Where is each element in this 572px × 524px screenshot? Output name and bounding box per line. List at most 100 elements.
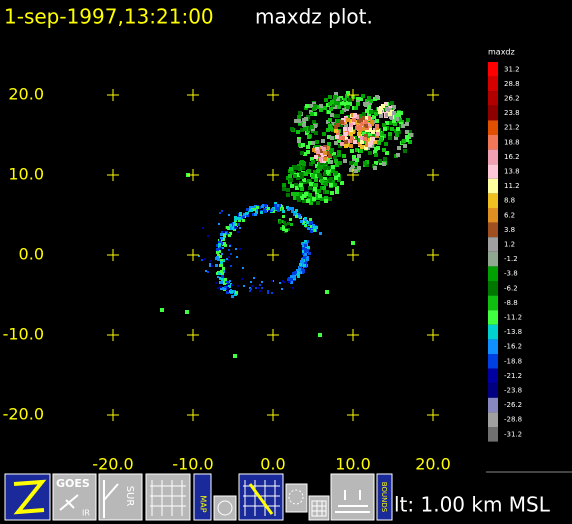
echo-pixel bbox=[302, 123, 306, 127]
colorbar-label: 1.2 bbox=[504, 241, 515, 249]
echo-pixel bbox=[356, 97, 360, 101]
echo-pixel bbox=[300, 151, 304, 155]
echo-pixel bbox=[294, 211, 297, 214]
echo-pixel bbox=[393, 122, 397, 126]
echo-pixel bbox=[360, 140, 364, 144]
echo-pixel bbox=[297, 119, 301, 123]
echo-pixel bbox=[397, 146, 401, 150]
colorbar-swatch bbox=[488, 324, 498, 340]
echo-pixel bbox=[337, 153, 341, 157]
bounds-button[interactable]: BOUNDS bbox=[376, 473, 393, 521]
echo-pixel bbox=[301, 268, 304, 271]
echo-pixel bbox=[231, 290, 234, 293]
echo-pixel bbox=[218, 245, 221, 248]
echo-pixel bbox=[312, 148, 316, 152]
echo-pixel bbox=[382, 162, 386, 166]
echo-pixel bbox=[242, 219, 245, 222]
colorbar-label: 6.2 bbox=[504, 211, 515, 219]
goes-button[interactable]: GOES IR bbox=[52, 473, 97, 521]
grid-cross bbox=[187, 169, 199, 181]
echo-pixel bbox=[285, 229, 288, 232]
echo-pixel bbox=[336, 114, 340, 118]
echo-pixel bbox=[334, 92, 338, 96]
echo-pixel bbox=[350, 136, 354, 140]
echo-pixel bbox=[377, 141, 381, 145]
echo-pixel bbox=[230, 226, 233, 229]
echo-pixel bbox=[312, 107, 316, 111]
echo-pixel bbox=[351, 241, 355, 245]
echo-pixel bbox=[326, 128, 330, 132]
echo-pixel bbox=[327, 135, 331, 139]
colorbar-swatch bbox=[488, 120, 498, 135]
echo-pixel bbox=[304, 224, 307, 227]
echo-pixel bbox=[343, 127, 347, 131]
echo-pixel bbox=[329, 183, 333, 187]
colorbar-swatch bbox=[488, 295, 498, 311]
echo-pixel bbox=[330, 191, 334, 195]
echo-pixel bbox=[302, 243, 305, 246]
echo-pixel bbox=[282, 215, 285, 218]
echo-pixel bbox=[228, 234, 231, 237]
echo-pixel bbox=[333, 114, 337, 118]
colorbar-label: 11.2 bbox=[504, 182, 520, 190]
circle-icon bbox=[217, 500, 233, 516]
terrain-button[interactable] bbox=[330, 473, 375, 521]
y-tick-label: -20.0 bbox=[3, 405, 44, 424]
echo-pixel bbox=[364, 146, 368, 150]
echo-pixel bbox=[376, 132, 380, 136]
echo-pixel bbox=[300, 260, 303, 263]
echo-pixel bbox=[346, 91, 350, 95]
echo-pixel bbox=[242, 215, 245, 218]
echo-pixel bbox=[292, 275, 295, 278]
colorbar-swatch bbox=[488, 251, 498, 267]
z-button[interactable] bbox=[4, 473, 51, 521]
echo-pixel bbox=[220, 270, 223, 273]
circle-button[interactable] bbox=[213, 495, 237, 521]
echo-pixel bbox=[227, 287, 229, 289]
echo-pixel bbox=[383, 157, 387, 161]
echo-pixel bbox=[211, 265, 213, 267]
colorbar-label: 28.8 bbox=[504, 80, 520, 88]
small-grid-button[interactable] bbox=[308, 495, 330, 521]
x-tick-label: 0.0 bbox=[260, 455, 285, 474]
grid-button[interactable] bbox=[145, 473, 191, 521]
echo-pixel bbox=[236, 256, 238, 258]
button-face bbox=[285, 483, 308, 513]
colorbar-label: 8.8 bbox=[504, 197, 515, 205]
echo-pixel bbox=[354, 162, 358, 166]
map-button[interactable]: MAP bbox=[193, 473, 212, 521]
echo-pixel bbox=[319, 232, 322, 235]
echo-pixel bbox=[302, 250, 305, 253]
echo-pixel bbox=[228, 214, 230, 216]
echo-pixel bbox=[290, 278, 293, 281]
grid-cross bbox=[347, 329, 359, 341]
echo-pixel bbox=[388, 112, 392, 116]
echo-pixel bbox=[245, 212, 248, 215]
echo-pixel bbox=[349, 161, 353, 165]
echo-pixel bbox=[296, 166, 300, 170]
echo-pixel bbox=[322, 186, 326, 190]
pattern-button[interactable] bbox=[285, 483, 308, 513]
echo-pixel bbox=[246, 214, 249, 217]
echo-pixel bbox=[378, 110, 382, 114]
echo-pixel bbox=[210, 260, 212, 262]
echo-pixel bbox=[297, 139, 301, 143]
echo-pixel bbox=[389, 115, 393, 119]
echo-pixel bbox=[408, 130, 412, 134]
echo-pixel bbox=[402, 139, 406, 143]
echo-pixel bbox=[224, 278, 227, 281]
echo-pixel bbox=[376, 146, 380, 150]
echo-pixel bbox=[304, 253, 307, 256]
echo-pixel bbox=[250, 288, 252, 290]
cross-section-button[interactable] bbox=[238, 473, 284, 521]
echo-pixel bbox=[392, 111, 396, 115]
echo-pixel bbox=[324, 98, 328, 102]
echo-pixel bbox=[217, 254, 220, 257]
echo-pixel bbox=[315, 226, 318, 229]
echo-pixel bbox=[360, 122, 364, 126]
echo-pixel bbox=[218, 241, 221, 244]
colorbar-swatch bbox=[488, 412, 498, 427]
sur-button[interactable]: SUR bbox=[98, 473, 143, 521]
button-face bbox=[145, 473, 191, 521]
